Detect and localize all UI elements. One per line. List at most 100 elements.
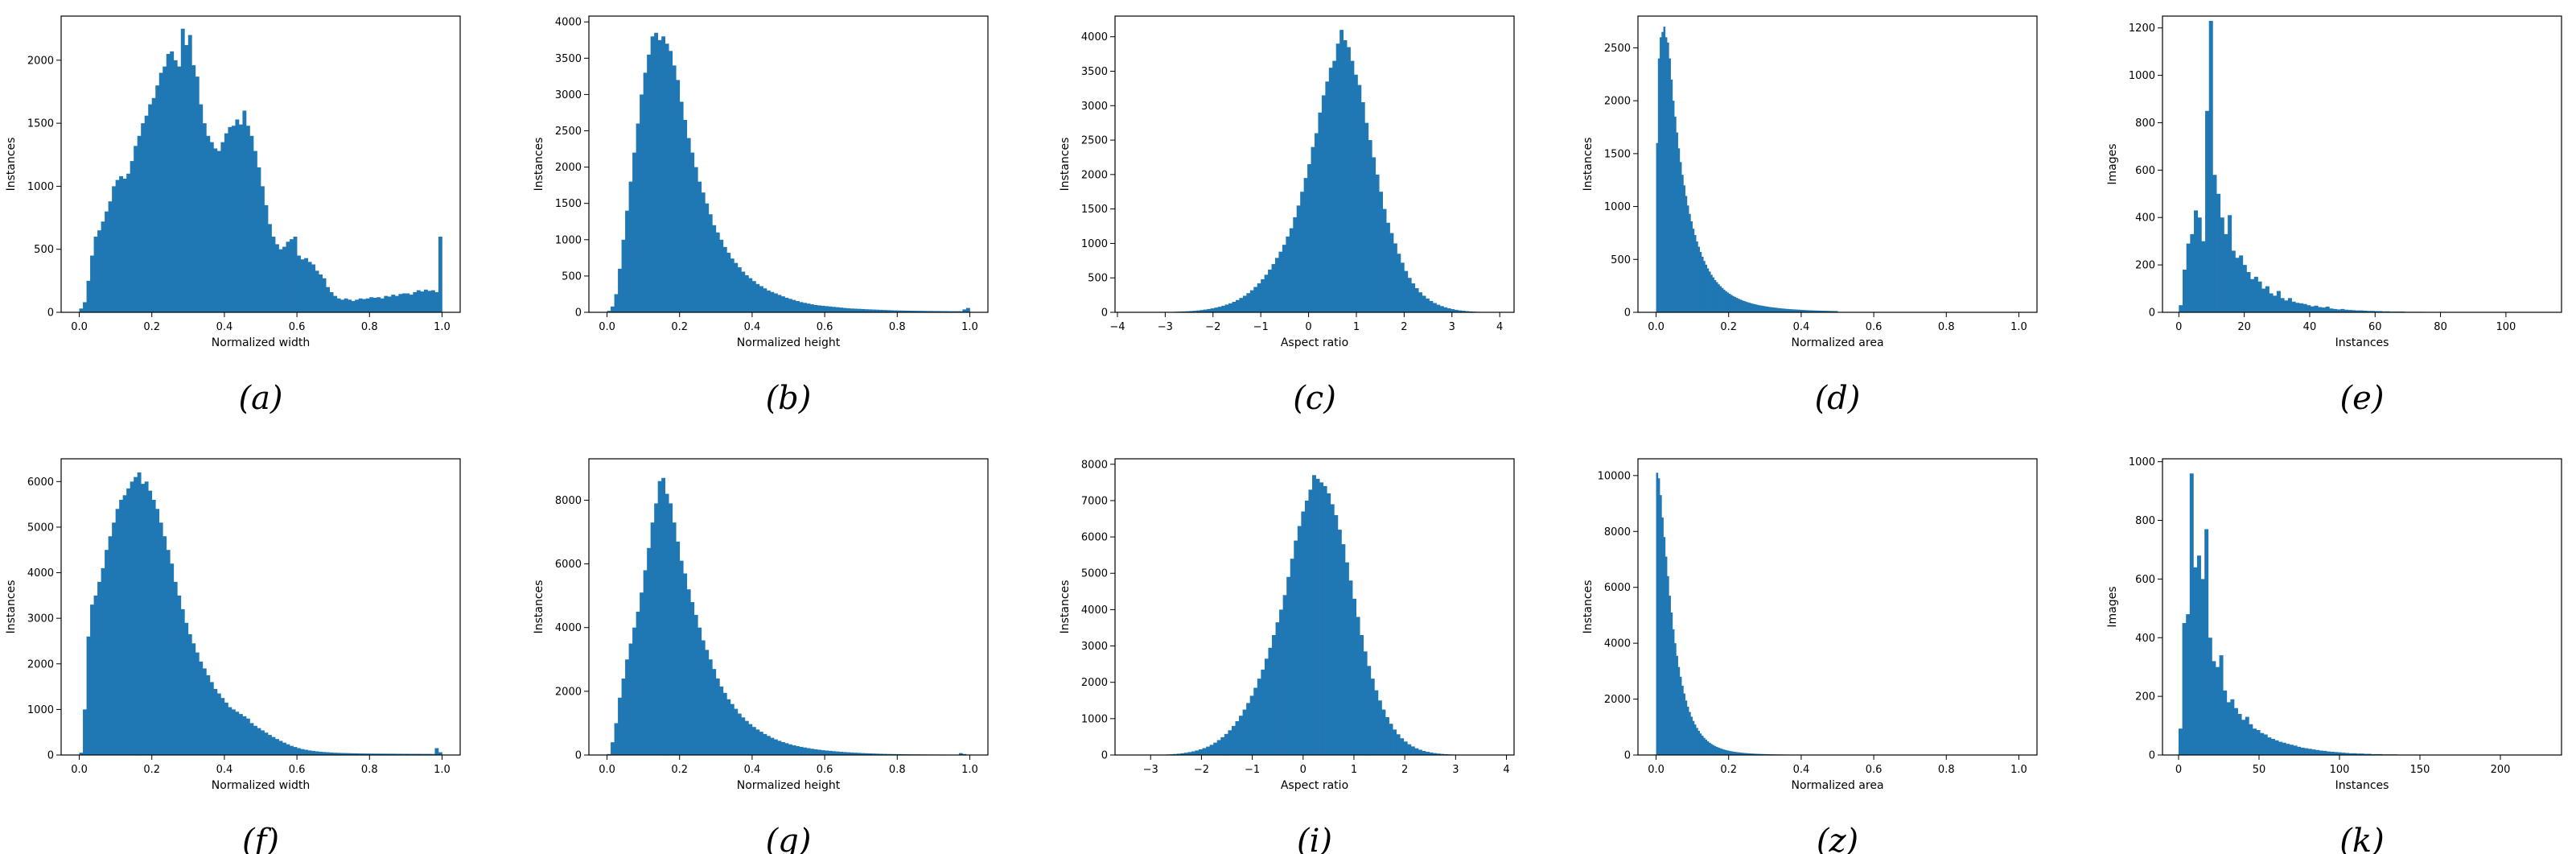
histogram-bar bbox=[1312, 475, 1316, 755]
histogram-bar bbox=[2201, 241, 2206, 312]
histogram-bar bbox=[2323, 750, 2327, 755]
histogram-bar bbox=[268, 735, 272, 755]
histogram-bar bbox=[886, 310, 891, 312]
histogram-bars bbox=[607, 477, 970, 755]
histogram-bar bbox=[661, 477, 666, 755]
histogram-bar bbox=[904, 310, 909, 312]
histogram-bar bbox=[1825, 311, 1827, 312]
histogram-bar bbox=[362, 753, 367, 755]
histogram-bar bbox=[1268, 269, 1272, 312]
x-tick-label: 0.0 bbox=[599, 321, 615, 333]
histogram-bar bbox=[734, 262, 739, 312]
histogram-bar bbox=[423, 289, 428, 312]
histogram-bar bbox=[690, 602, 695, 755]
histogram-bar bbox=[799, 302, 804, 312]
histogram-bar bbox=[748, 724, 753, 755]
histogram-bar bbox=[2216, 193, 2221, 312]
x-tick-label: 0.4 bbox=[1793, 764, 1810, 776]
x-tick-label: −3 bbox=[1158, 321, 1173, 333]
histogram-bar bbox=[126, 173, 131, 312]
histogram-bar bbox=[2197, 555, 2201, 755]
histogram-bar bbox=[1706, 741, 1710, 755]
histogram-bar bbox=[315, 270, 319, 312]
y-tick-label: 2000 bbox=[1081, 677, 1108, 689]
histogram-bar bbox=[1689, 712, 1691, 755]
histogram-bar bbox=[340, 299, 345, 312]
x-tick-label: 0.8 bbox=[1938, 321, 1955, 333]
histogram-bar bbox=[2230, 699, 2235, 755]
histogram-bar bbox=[112, 522, 116, 755]
histogram-bar bbox=[1755, 753, 1759, 755]
histogram-bar bbox=[2300, 747, 2305, 755]
histogram-bar bbox=[300, 259, 305, 312]
histogram-bar bbox=[220, 142, 225, 312]
histogram-bar bbox=[748, 278, 753, 312]
histogram-bar bbox=[1319, 482, 1324, 755]
histogram-bar bbox=[401, 753, 406, 755]
plot-frame bbox=[1114, 15, 1515, 313]
histogram-bar bbox=[1808, 310, 1811, 312]
y-tick-label: 8000 bbox=[555, 495, 582, 507]
x-tick-label: 1.0 bbox=[2010, 321, 2027, 333]
histogram-bar bbox=[391, 753, 396, 755]
histogram-bar bbox=[348, 299, 352, 312]
y-tick-label: 1500 bbox=[1081, 204, 1108, 216]
histogram-bar bbox=[2274, 740, 2279, 755]
plot-frame bbox=[1114, 458, 1515, 756]
histogram-bar bbox=[202, 668, 207, 755]
histogram-bar bbox=[676, 80, 681, 313]
histogram-bar bbox=[2208, 637, 2212, 755]
histogram-bar bbox=[1697, 246, 1700, 312]
histogram-bar bbox=[2348, 310, 2352, 312]
histogram-bar bbox=[2291, 301, 2296, 312]
histogram-bar bbox=[348, 753, 352, 755]
y-tick-label: 1000 bbox=[27, 181, 54, 193]
histogram-bar bbox=[333, 753, 338, 755]
histogram-bar bbox=[1257, 283, 1261, 312]
histogram-bar bbox=[115, 509, 120, 755]
histogram-bar bbox=[1812, 310, 1815, 312]
histogram-bar bbox=[122, 495, 127, 755]
histogram-bar bbox=[618, 268, 622, 312]
histogram-bar bbox=[286, 744, 290, 755]
histogram-bar bbox=[1290, 559, 1294, 755]
histogram-bar bbox=[144, 115, 149, 312]
histogram-bar bbox=[2212, 661, 2216, 755]
y-tick-label: 5000 bbox=[1081, 568, 1108, 580]
histogram-bar bbox=[1738, 299, 1740, 312]
y-tick-label: 600 bbox=[2135, 574, 2155, 586]
histogram-bar bbox=[2282, 742, 2286, 755]
histogram-bar bbox=[951, 311, 956, 312]
histogram-bar bbox=[1722, 289, 1726, 312]
y-tick-label: 500 bbox=[1611, 254, 1631, 266]
histogram-bar bbox=[340, 753, 345, 755]
y-axis-label: Instances bbox=[5, 138, 18, 192]
histogram-bar bbox=[79, 753, 84, 755]
histogram-bar bbox=[1665, 37, 1668, 312]
histogram-bar bbox=[430, 753, 435, 755]
histogram-bar bbox=[730, 703, 735, 755]
histogram-bar bbox=[1187, 752, 1192, 755]
y-tick-label: 4000 bbox=[1081, 604, 1108, 617]
y-tick-label: 3000 bbox=[1081, 101, 1108, 113]
histogram-bar bbox=[405, 293, 410, 312]
histogram-bar bbox=[2304, 748, 2309, 755]
histogram-bar bbox=[1293, 217, 1298, 312]
histogram-panel-c: −4 −3 −2 −1 0 1 2 3 4 0 500 1000 1500 2000 2500 3000 350… bbox=[1059, 15, 1515, 417]
histogram-bar bbox=[1719, 748, 1722, 755]
histogram-bar bbox=[2242, 265, 2247, 312]
histogram-bar bbox=[1741, 753, 1744, 755]
histogram-bar bbox=[1706, 268, 1710, 312]
histogram-bar bbox=[1231, 725, 1236, 755]
y-axis-label: Instances bbox=[1582, 138, 1595, 192]
histogram-bar bbox=[1367, 666, 1372, 755]
histogram-bars bbox=[79, 472, 442, 755]
histogram-bar bbox=[1341, 544, 1346, 755]
histogram-bar bbox=[825, 306, 829, 312]
histogram-bar bbox=[105, 211, 109, 312]
histogram-bar bbox=[773, 739, 778, 755]
histogram-bar bbox=[1667, 576, 1669, 755]
histogram-bar bbox=[322, 278, 327, 312]
x-tick-label: 0.0 bbox=[71, 321, 88, 333]
histogram-bar bbox=[409, 295, 414, 312]
